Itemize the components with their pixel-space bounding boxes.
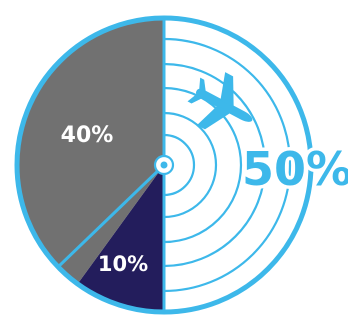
pie-slice-40 xyxy=(17,18,164,284)
radar-ring-2 xyxy=(164,111,218,219)
slice-label-40: 40% xyxy=(61,123,114,148)
pie-slice-10 xyxy=(77,165,164,312)
radar-ring-4 xyxy=(164,62,267,268)
slice-label-50: 50% xyxy=(242,142,348,196)
radar-ring-1 xyxy=(164,133,196,197)
airplane-icon xyxy=(187,72,253,130)
radar-ring-5 xyxy=(164,37,292,293)
divider-diagonal xyxy=(56,163,166,269)
slice-dividers xyxy=(56,18,166,312)
slice-label-10: 10% xyxy=(98,252,148,276)
radar-center-icon xyxy=(153,154,175,176)
radar-ring-3 xyxy=(164,86,243,244)
radar-rings xyxy=(164,37,292,293)
